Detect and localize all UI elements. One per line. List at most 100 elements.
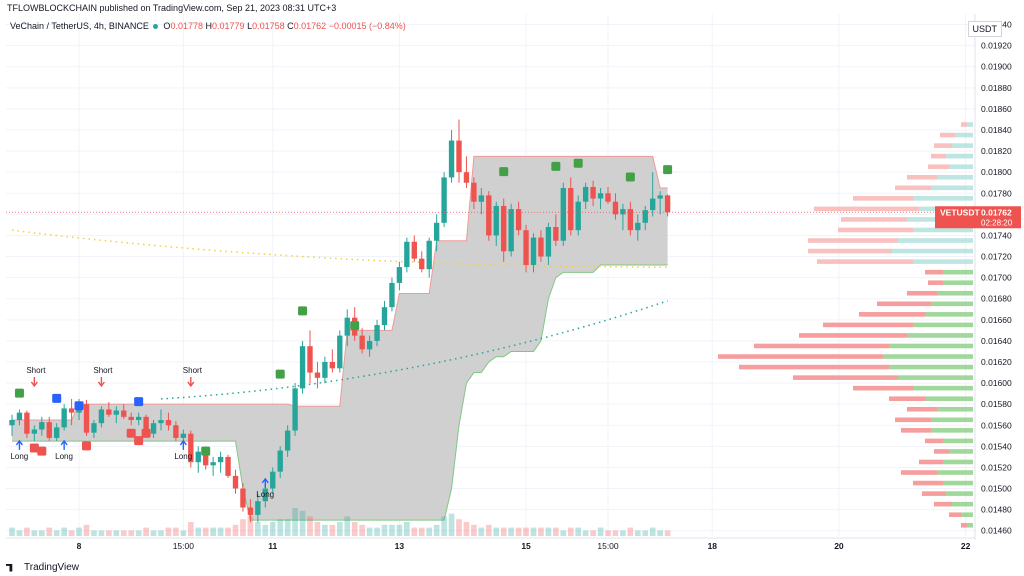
volume-profile-bar-up bbox=[943, 459, 973, 465]
volume-bar bbox=[344, 516, 351, 536]
candle bbox=[262, 488, 268, 502]
volume-profile-bar-down bbox=[814, 206, 919, 212]
candle bbox=[381, 307, 388, 326]
signal-label: Long bbox=[256, 490, 274, 499]
volume-bar bbox=[158, 530, 164, 536]
price-tick-label: 0.01820 bbox=[981, 146, 1012, 156]
volume-bar bbox=[61, 527, 67, 536]
volume-bar bbox=[269, 522, 276, 536]
time-tick-label: 11 bbox=[268, 541, 277, 551]
candle bbox=[54, 427, 60, 438]
candle bbox=[106, 409, 112, 415]
arrow-up-icon bbox=[15, 439, 24, 450]
candle bbox=[456, 140, 462, 173]
volume-profile-bar-down bbox=[949, 512, 961, 518]
time-tick-label: 15:00 bbox=[173, 541, 195, 551]
volume-profile-bar-down bbox=[793, 375, 898, 380]
volume-bar bbox=[553, 527, 559, 536]
symbol-title[interactable]: VeChain / TetherUS, 4h, BINANCE bbox=[10, 21, 149, 31]
candle bbox=[411, 241, 417, 259]
signal-up: Long bbox=[256, 477, 274, 499]
volume-bar bbox=[135, 530, 142, 536]
volume-profile-bar-down bbox=[808, 248, 892, 254]
signal-up: Long bbox=[10, 439, 28, 461]
volume-profile-bar-up bbox=[913, 385, 973, 391]
candle bbox=[463, 172, 470, 183]
candle bbox=[247, 507, 254, 515]
volume-bar bbox=[46, 527, 53, 536]
candle bbox=[612, 201, 619, 215]
price-tick-label: 0.01660 bbox=[981, 315, 1012, 325]
candle bbox=[121, 410, 127, 417]
volume-profile-bar-down bbox=[961, 122, 967, 127]
signal-badge-icon bbox=[499, 167, 509, 177]
signal-badge-icon bbox=[141, 428, 151, 438]
signal-badge-icon bbox=[625, 172, 635, 182]
volume-bar bbox=[545, 527, 552, 536]
candle bbox=[426, 240, 432, 270]
volume-bar bbox=[307, 516, 313, 536]
tradingview-logo[interactable]: TradingView bbox=[6, 562, 79, 573]
volume-bar bbox=[16, 530, 23, 536]
candle bbox=[292, 388, 298, 431]
time-tick-label: 13 bbox=[395, 541, 405, 551]
candle bbox=[39, 422, 45, 430]
volume-profile-bar-down bbox=[928, 164, 949, 170]
candle bbox=[91, 423, 97, 433]
volume-bar bbox=[426, 527, 433, 536]
volume-profile-bar-up bbox=[931, 185, 973, 191]
price-tick-label: 0.01520 bbox=[981, 462, 1012, 472]
open-value: 0.01778 bbox=[170, 21, 203, 31]
volume-bar bbox=[359, 524, 365, 536]
candle bbox=[307, 346, 313, 373]
volume-profile-bar-up bbox=[898, 375, 973, 380]
candle bbox=[374, 325, 380, 341]
signal-down: Short bbox=[183, 366, 203, 388]
candle bbox=[46, 422, 52, 438]
candle bbox=[620, 209, 626, 215]
candle bbox=[664, 195, 671, 213]
candle bbox=[322, 362, 328, 378]
volume-bar bbox=[508, 527, 514, 536]
volume-bar bbox=[173, 527, 179, 536]
candle bbox=[650, 198, 656, 211]
price-tick-label: 0.01700 bbox=[981, 273, 1012, 283]
volume-profile-bar-up bbox=[943, 438, 973, 444]
volume-profile-bar-down bbox=[889, 396, 925, 402]
volume-bar bbox=[98, 530, 105, 536]
volume-bar bbox=[560, 530, 567, 536]
volume-bar bbox=[336, 522, 343, 536]
currency-badge[interactable]: USDT bbox=[967, 21, 1002, 37]
candle bbox=[337, 335, 343, 369]
volume-profile-bar-down bbox=[754, 343, 889, 349]
candle bbox=[657, 195, 663, 199]
arrow-down-icon bbox=[97, 376, 105, 388]
candle bbox=[203, 451, 209, 466]
signal-badge-icon bbox=[134, 436, 144, 446]
volume-bar bbox=[612, 530, 619, 536]
volume-bar bbox=[143, 527, 149, 536]
volume-bar bbox=[590, 530, 596, 536]
signal-label: Long bbox=[55, 452, 73, 461]
signal-badge-icon bbox=[74, 401, 84, 411]
signal-badge-icon bbox=[201, 446, 211, 456]
volume-profile-bar-down bbox=[739, 364, 889, 370]
open-label: O bbox=[163, 21, 171, 31]
volume-bar bbox=[411, 527, 418, 536]
close-value: 0.01762 bbox=[293, 21, 327, 31]
arrow-up-icon bbox=[261, 477, 269, 488]
volume-bar bbox=[456, 519, 462, 536]
volume-bar bbox=[597, 527, 604, 536]
ohlc-legend: VeChain / TetherUS, 4h, BINANCE O0.01778… bbox=[10, 21, 406, 31]
volume-bar bbox=[76, 527, 82, 536]
volume-bar bbox=[277, 519, 284, 536]
candle bbox=[9, 420, 15, 426]
volume-profile-bar-down bbox=[838, 227, 913, 233]
signal-down: Short bbox=[26, 366, 46, 388]
volume-profile-bar-down bbox=[907, 290, 937, 296]
dotted-trend-yellow bbox=[11, 229, 668, 268]
candle bbox=[575, 201, 581, 231]
candle bbox=[255, 501, 261, 515]
volume-bar bbox=[128, 530, 135, 536]
